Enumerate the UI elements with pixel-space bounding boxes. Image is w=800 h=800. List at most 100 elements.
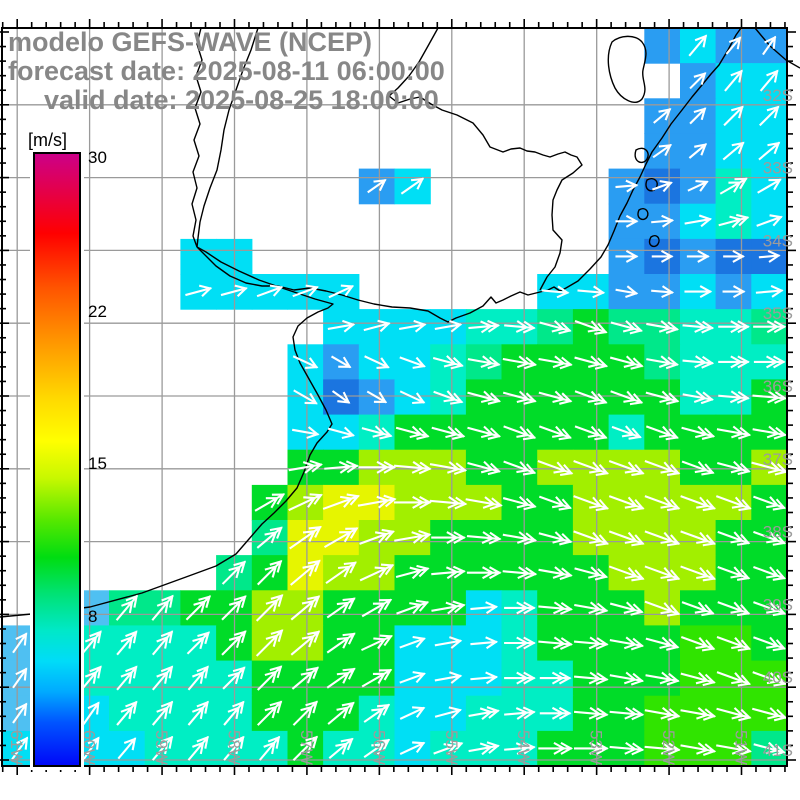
wind-arrow	[752, 425, 787, 440]
wind-arrow	[327, 319, 356, 333]
wind-arrow	[394, 529, 432, 544]
wind-arrow	[256, 665, 283, 691]
wind-arrow	[429, 496, 468, 510]
wind-arrow	[504, 636, 536, 650]
valid-date: valid date: 2025-08-25 18:00:00	[44, 85, 439, 115]
wind-arrow	[539, 671, 572, 685]
wind-arrow	[681, 601, 715, 617]
wind-arrow	[502, 355, 538, 370]
wind-arrow	[292, 735, 318, 762]
wind-arrow	[399, 741, 426, 755]
longitude-label: 56W	[369, 730, 388, 765]
wind-arrow	[434, 636, 463, 649]
wind-arrow	[503, 425, 537, 441]
wind-arrow	[326, 597, 356, 619]
wind-arrow	[116, 700, 138, 726]
wind-arrow	[722, 285, 746, 299]
wind-arrow	[651, 249, 674, 263]
wind-arrow	[680, 565, 717, 582]
wind-arrow	[331, 390, 351, 404]
coastline-path	[634, 147, 649, 164]
wind-arrow	[716, 671, 752, 687]
wind-arrow	[538, 741, 574, 755]
legend-tick-label: 30	[88, 148, 107, 167]
speed-cell	[180, 238, 217, 275]
wind-arrow	[255, 594, 284, 622]
wind-arrow	[185, 284, 213, 298]
wind-arrow	[716, 425, 752, 440]
wind-arrow	[468, 319, 501, 334]
wind-arrow	[431, 425, 466, 440]
wind-arrow	[717, 460, 751, 476]
wind-arrow	[574, 601, 609, 616]
wind-arrow	[151, 594, 174, 621]
wind-arrow	[399, 390, 426, 405]
wind-arrow	[538, 601, 573, 615]
wind-arrow	[468, 741, 500, 756]
wind-arrow	[610, 320, 643, 335]
wind-arrow	[467, 460, 502, 476]
wind-arrow	[151, 700, 174, 726]
wind-arrow	[753, 355, 786, 369]
wind-arrow	[187, 665, 209, 691]
wind-arrow	[367, 178, 387, 194]
wind-arrow	[645, 390, 680, 405]
wind-arrow	[185, 595, 211, 621]
wind-arrow	[759, 69, 779, 92]
wind-arrow	[609, 741, 645, 756]
longitude-label: 53W	[587, 730, 606, 765]
wind-arrow	[752, 390, 788, 404]
wind-arrow	[573, 530, 610, 547]
wind-arrow	[723, 105, 744, 127]
coastline-path	[196, 27, 742, 323]
wind-arrow	[615, 179, 639, 193]
wind-arrow	[429, 461, 468, 475]
wind-arrow	[327, 426, 355, 440]
wind-arrow	[221, 630, 247, 656]
wind-arrow	[361, 425, 393, 440]
latitude-label: 35S	[763, 304, 793, 323]
map-border	[1, 27, 788, 767]
coastlines	[0, 27, 800, 618]
wind-arrow	[753, 565, 787, 581]
wind-arrow	[538, 425, 572, 441]
wind-arrow	[753, 601, 787, 617]
latitude-label: 34S	[763, 231, 793, 250]
wind-arrow	[718, 355, 750, 369]
wind-arrow	[573, 741, 609, 755]
longitude-label: 60W	[80, 730, 99, 765]
wind-arrow	[680, 671, 716, 687]
wind-arrow	[465, 496, 503, 511]
wind-arrow	[725, 36, 742, 55]
wind-arrow	[574, 390, 608, 406]
wind-arrow	[434, 671, 463, 684]
wind-arrow	[288, 493, 323, 512]
color-scale-legend	[30, 149, 84, 770]
wind-arrow	[680, 530, 717, 547]
legend-tick-label: 22	[88, 302, 107, 321]
wind-arrow	[652, 143, 672, 159]
wind-arrow	[258, 735, 281, 761]
wind-arrow	[538, 566, 573, 581]
wind-arrow	[757, 178, 782, 194]
wind-arrow	[330, 355, 352, 369]
wind-arrow	[609, 636, 645, 651]
wind-arrow	[433, 740, 464, 756]
wind-arrow	[399, 635, 426, 649]
coastline-path	[754, 27, 800, 69]
wind-arrow	[116, 665, 138, 691]
wind-arrow	[80, 630, 102, 656]
wind-arrow	[470, 636, 499, 650]
wind-arrow	[223, 735, 245, 761]
wind-arrow	[611, 425, 642, 440]
wind-arrow	[538, 355, 573, 370]
wind-arrow	[504, 671, 536, 685]
wind-arrow	[686, 249, 710, 263]
wind-arrow	[615, 285, 639, 299]
wind-arrow	[608, 495, 645, 512]
wind-arrow	[574, 566, 609, 581]
wind-arrow	[467, 355, 501, 370]
wind-arrow	[644, 742, 681, 756]
wind-arrow	[723, 249, 745, 263]
